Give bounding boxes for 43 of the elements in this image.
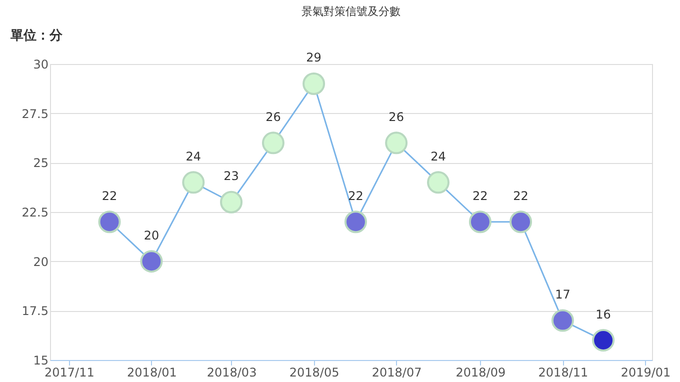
y-tick-label: 27.5 (22, 106, 48, 121)
x-tick-label: 2019/01 (620, 366, 671, 380)
point (98, 210, 121, 234)
y-tick-label: 17.5 (22, 304, 48, 318)
data-label: 22 (102, 188, 118, 203)
data-label: 24 (186, 149, 202, 164)
y-tick-label: 20 (33, 254, 48, 269)
x-tick-label: 2017/11 (44, 366, 94, 380)
x-tick-label: 2018/05 (289, 366, 340, 380)
point (427, 171, 450, 194)
data-label: 20 (144, 228, 160, 242)
x-tick-label: 2018/01 (127, 366, 177, 380)
point (344, 210, 367, 234)
data-label: 22 (513, 188, 528, 203)
data-label: 23 (224, 169, 239, 184)
point (510, 210, 532, 234)
point (140, 250, 163, 273)
point (468, 210, 492, 234)
point (551, 309, 574, 332)
point (592, 329, 615, 352)
data-label: 16 (596, 307, 611, 322)
point (302, 72, 326, 95)
x-tick-label: 2018/07 (372, 366, 422, 380)
data-label: 22 (472, 188, 488, 203)
y-tick-label: 15 (33, 354, 48, 368)
y-tick-label: 30 (33, 58, 48, 72)
point (262, 132, 284, 154)
data-label: 26 (266, 110, 281, 124)
y-tick-label: 25 (33, 156, 48, 170)
x-tick-label: 2018/11 (538, 366, 588, 380)
point (182, 171, 205, 194)
x-tick-label: 2018/09 (456, 366, 506, 380)
x-tick-label: 2018/03 (206, 366, 257, 380)
point (385, 132, 408, 154)
chart-title: 景氣對策信號及分數 (302, 5, 400, 18)
data-label: 22 (348, 188, 364, 203)
data-label: 17 (555, 288, 570, 302)
data-label: 24 (430, 149, 446, 164)
y-axis-title: 單位：分 (10, 28, 64, 44)
y-tick-label: 22.5 (22, 206, 48, 220)
point (220, 190, 243, 214)
data-label: 29 (306, 50, 322, 65)
data-label: 26 (388, 110, 404, 124)
